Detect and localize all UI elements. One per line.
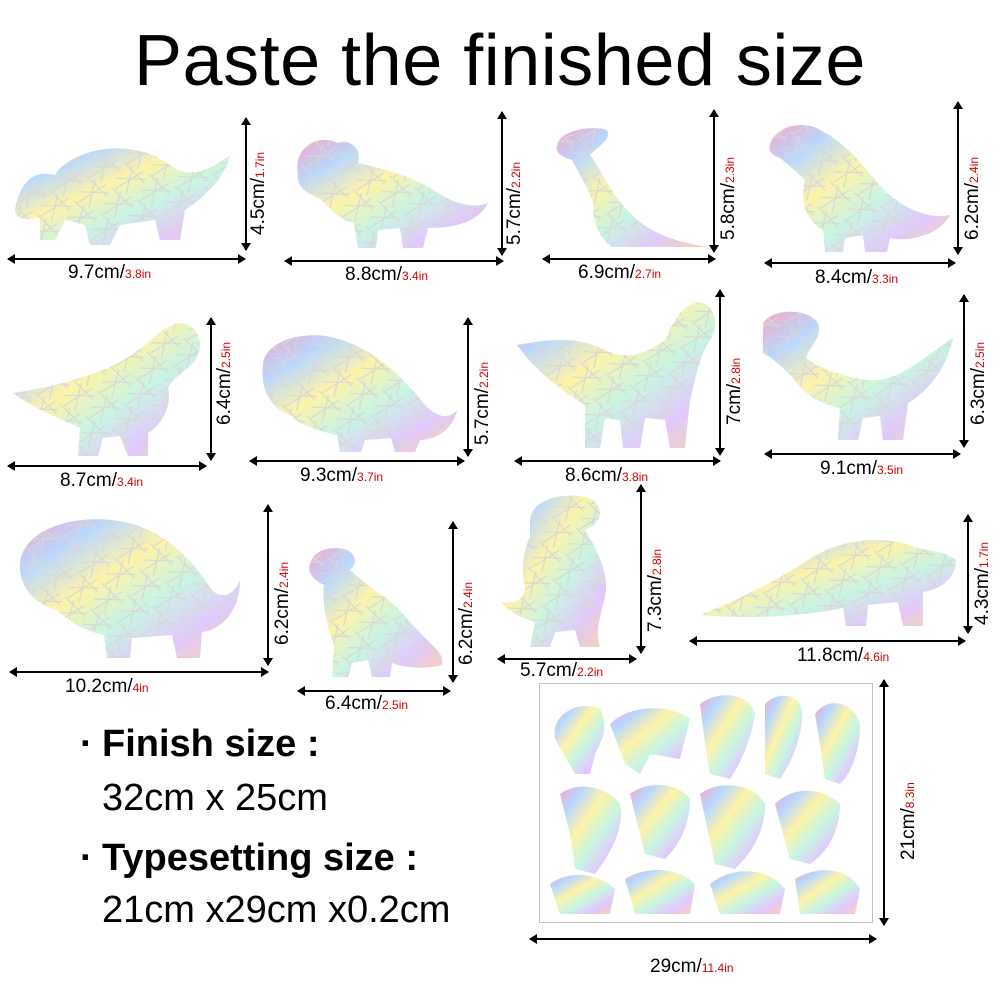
sheet-height-arrow-icon: [878, 679, 890, 926]
width-arrow-icon: [249, 455, 465, 467]
width-label: 9.3cm/3.7in: [300, 465, 384, 486]
width-arrow-icon: [764, 448, 961, 460]
dinosaur-sticker-icon: [15, 148, 230, 245]
sheet-width-label: 29cm/11.4in: [650, 956, 734, 977]
height-label: 7.3cm/2.8in: [645, 548, 666, 632]
height-label: 6.4cm/2.5in: [214, 341, 235, 425]
height-arrow-icon: [240, 117, 252, 251]
height-label: 5.8cm/2.3in: [718, 156, 739, 240]
width-arrow-icon: [284, 255, 504, 267]
height-label: 4.3cm/1.7in: [972, 541, 993, 625]
width-arrow-icon: [497, 653, 637, 665]
dinosaur-sticker-icon: [309, 548, 443, 677]
width-label: 9.7cm/3.8in: [68, 262, 152, 283]
width-label: 8.4cm/3.3in: [815, 267, 899, 288]
typesetting-size-heading: · Typesetting size :: [80, 837, 419, 879]
dinosaur-sticker-icon: [517, 302, 716, 448]
height-arrow-icon: [205, 317, 217, 461]
page-title: Paste the finished size: [134, 21, 866, 101]
width-label: 6.4cm/2.5in: [325, 693, 409, 714]
width-label: 8.8cm/3.4in: [345, 264, 429, 285]
height-arrow-icon: [635, 484, 647, 654]
dinosaur-sticker-icon: [556, 128, 707, 247]
width-label: 6.9cm/2.7in: [578, 262, 662, 283]
sticker-sheet-dinosaurs-icon: [550, 695, 860, 914]
height-arrow-icon: [958, 294, 970, 448]
dinosaur-sticker-icon: [769, 125, 950, 252]
width-arrow-icon: [542, 253, 716, 265]
height-arrow-icon: [962, 514, 974, 634]
width-arrow-icon: [297, 685, 451, 697]
width-arrow-icon: [689, 635, 966, 647]
height-arrow-icon: [462, 317, 474, 457]
height-arrow-icon: [262, 504, 274, 666]
width-label: 5.7cm/2.2in: [520, 660, 604, 681]
width-label: 8.6cm/3.8in: [565, 465, 649, 486]
height-label: 4.5cm/1.7in: [248, 151, 269, 235]
height-label: 5.7cm/2.2in: [504, 161, 525, 245]
width-label: 10.2cm/4in: [65, 676, 149, 697]
finish-size-value: 32cm x 25cm: [102, 777, 328, 819]
dinosaur-sticker-icon: [297, 139, 488, 248]
dinosaur-sticker-icon: [13, 323, 200, 456]
height-arrow-icon: [496, 111, 508, 256]
width-label: 11.8cm/4.6in: [797, 645, 890, 666]
dinosaur-sticker-icon: [700, 540, 956, 626]
height-label: 6.3cm/2.5in: [968, 341, 989, 425]
width-label: 8.7cm/3.4in: [60, 470, 144, 491]
width-arrow-icon: [7, 460, 207, 472]
width-arrow-icon: [514, 455, 721, 467]
height-label: 5.7cm/2.2in: [472, 361, 493, 445]
height-label: 6.2cm/2.4in: [272, 561, 293, 645]
width-label: 9.1cm/3.5in: [820, 458, 904, 479]
typesetting-size-value: 21cm x29cm x0.2cm: [102, 889, 451, 931]
width-arrow-icon: [7, 253, 246, 265]
dinosaur-sticker-icon: [262, 335, 457, 452]
dinosaur-sticker-icon: [19, 519, 241, 658]
dinosaur-sticker-icon: [763, 311, 953, 440]
height-label: 6.2cm/2.4in: [456, 581, 477, 665]
height-arrow-icon: [714, 289, 726, 456]
sticker-sheet: [539, 683, 873, 923]
height-arrow-icon: [952, 101, 964, 255]
sheet-width-arrow-icon: [529, 933, 877, 945]
height-label: 7cm/2.8in: [724, 357, 745, 425]
width-arrow-icon: [764, 257, 956, 269]
width-arrow-icon: [9, 666, 269, 678]
dinosaur-sticker-icon: [502, 495, 606, 647]
height-label: 6.2cm/2.4in: [962, 156, 983, 240]
sheet-height-label: 21cm/8.3in: [898, 782, 919, 860]
finish-size-heading: · Finish size :: [80, 723, 320, 765]
height-arrow-icon: [447, 521, 459, 683]
height-arrow-icon: [708, 109, 720, 253]
